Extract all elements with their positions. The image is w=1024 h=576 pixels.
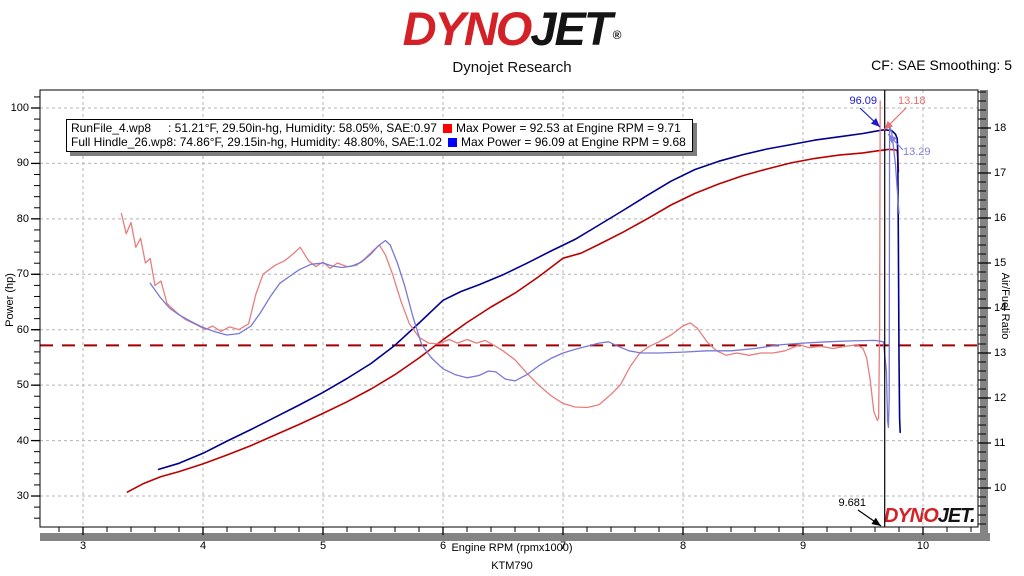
annotation-arrowhead-icon <box>888 134 897 144</box>
run1-conditions: : 51.21°F, 29.50in-hg, Humidity: 58.05%,… <box>168 121 437 135</box>
run1-max-power: Max Power = 92.53 at Engine RPM = 9.71 <box>455 121 681 135</box>
series-runfile4-afr <box>120 100 881 422</box>
run1-name: RunFile_4.wp8 <box>71 121 152 135</box>
annotation-13-18: 13.18 <box>898 95 926 107</box>
watermark-jet-text: JET. <box>937 505 976 527</box>
right-axis-bar <box>980 90 988 541</box>
annotation-arrowhead-icon <box>870 118 880 127</box>
dynojet-logo: DYNOJET ® <box>0 4 1024 60</box>
annotation-13-29: 13.29 <box>903 146 931 158</box>
correction-factor-label: CF: SAE Smoothing: 5 <box>871 57 1012 73</box>
dynojet-watermark-logo: DYNOJET. <box>884 505 976 527</box>
subtitle: Dynojet Research <box>452 59 572 76</box>
annotation-96-09: 96.09 <box>849 95 877 107</box>
bottom-axis-bar <box>40 533 990 541</box>
registered-mark: ® <box>612 28 622 42</box>
run2-max-power: Max Power = 96.09 at Engine RPM = 9.68 <box>461 135 686 149</box>
series-runfile4-power <box>126 148 900 493</box>
legend-row-run1: RunFile_4.wp8 : 51.21°F, 29.50in-hg, Hum… <box>71 121 686 135</box>
legend-box[interactable]: RunFile_4.wp8 : 51.21°F, 29.50in-hg, Hum… <box>66 119 693 152</box>
annotation-9-681: 9.681 <box>838 497 866 509</box>
run2-conditions: : 74.86°F, 29.15in-hg, Humidity: 48.80%,… <box>173 135 443 149</box>
run2-color-swatch-icon <box>448 137 458 147</box>
annotation-arrowhead-icon <box>884 120 894 130</box>
logo-dyno-text: DYNO <box>402 2 533 55</box>
watermark-dyno-text: DYNO <box>884 505 939 527</box>
run2-name: Full Hindle_26.wp8 <box>71 135 174 149</box>
legend-row-run2: Full Hindle_26.wp8 : 74.86°F, 29.15in-hg… <box>71 135 686 149</box>
annotation-arrowhead-icon <box>871 517 881 526</box>
series-hindle26-power <box>157 128 901 471</box>
run1-color-swatch-icon <box>442 123 452 133</box>
series-hindle26-afr <box>149 125 900 428</box>
logo-jet-text: JET <box>530 2 612 55</box>
